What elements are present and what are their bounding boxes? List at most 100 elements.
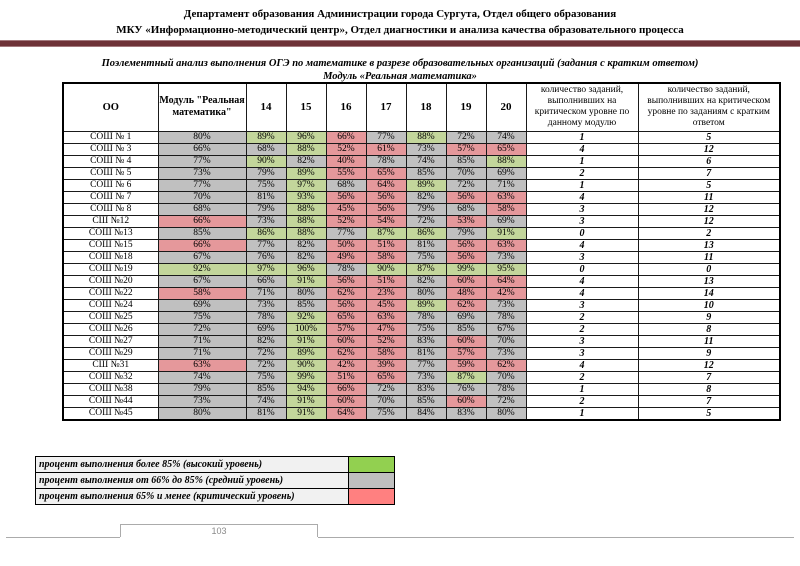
critical-count-by-module-cell: 4 xyxy=(525,142,639,156)
critical-count-by-short-answer-cell: 6 xyxy=(637,154,781,168)
task-17-percent-cell: 75% xyxy=(365,406,407,420)
module-percent-cell: 72% xyxy=(157,322,247,336)
task-17-percent-cell: 56% xyxy=(365,202,407,216)
table-row: СОШ №25 75% 78% 92% 65% 63% 78% 69% 78% 2 9 xyxy=(62,310,781,324)
critical-count-by-module-cell: 1 xyxy=(525,130,639,144)
task-15-percent-cell: 96% xyxy=(285,130,327,144)
task-15-percent-cell: 80% xyxy=(285,286,327,300)
task-19-percent-cell: 70% xyxy=(445,166,487,180)
critical-count-by-short-answer-cell: 7 xyxy=(637,370,781,384)
critical-count-by-module-cell: 1 xyxy=(525,406,639,420)
column-header-task-18: 18 xyxy=(405,82,447,132)
task-18-percent-cell: 83% xyxy=(405,334,447,348)
critical-count-by-module-cell: 2 xyxy=(525,370,639,384)
task-18-percent-cell: 88% xyxy=(405,130,447,144)
table-row: СОШ №27 71% 82% 91% 60% 52% 83% 60% 70% 3 11 xyxy=(62,334,781,348)
table-row: СОШ №26 72% 69% 100% 57% 47% 75% 85% 67% 2 8 xyxy=(62,322,781,336)
task-16-percent-cell: 56% xyxy=(325,298,367,312)
task-19-percent-cell: 99% xyxy=(445,262,487,276)
table-row: СОШ №44 73% 74% 91% 60% 70% 85% 60% 72% 2 7 xyxy=(62,394,781,408)
legend-row: процент выполнения более 85% (высокий ур… xyxy=(36,457,394,473)
table-row: СОШ №19 92% 97% 96% 78% 90% 87% 99% 95% 0 0 xyxy=(62,262,781,276)
legend-label: процент выполнения более 85% (высокий ур… xyxy=(36,457,349,472)
task-20-percent-cell: 67% xyxy=(485,322,527,336)
header-divider-rule xyxy=(0,40,800,47)
module-percent-cell: 70% xyxy=(157,190,247,204)
column-header-task-16: 16 xyxy=(325,82,367,132)
module-percent-cell: 66% xyxy=(157,238,247,252)
module-percent-cell: 73% xyxy=(157,166,247,180)
critical-count-by-short-answer-cell: 12 xyxy=(637,142,781,156)
task-18-percent-cell: 78% xyxy=(405,310,447,324)
school-name-cell: СОШ № 4 xyxy=(62,154,159,168)
critical-count-by-short-answer-cell: 2 xyxy=(637,226,781,240)
task-20-percent-cell: 63% xyxy=(485,238,527,252)
task-15-percent-cell: 88% xyxy=(285,142,327,156)
task-18-percent-cell: 81% xyxy=(405,346,447,360)
task-15-percent-cell: 90% xyxy=(285,358,327,372)
task-15-percent-cell: 88% xyxy=(285,226,327,240)
task-18-percent-cell: 82% xyxy=(405,190,447,204)
module-percent-cell: 92% xyxy=(157,262,247,276)
legend-label: процент выполнения 65% и менее (критичес… xyxy=(36,489,349,504)
task-18-percent-cell: 81% xyxy=(405,238,447,252)
school-name-cell: СОШ №19 xyxy=(62,262,159,276)
task-19-percent-cell: 48% xyxy=(445,286,487,300)
task-18-percent-cell: 89% xyxy=(405,298,447,312)
level-legend: процент выполнения более 85% (высокий ур… xyxy=(35,456,395,505)
school-name-cell: СОШ № 8 xyxy=(62,202,159,216)
critical-count-by-module-cell: 4 xyxy=(525,286,639,300)
task-16-percent-cell: 56% xyxy=(325,190,367,204)
task-20-percent-cell: 80% xyxy=(485,406,527,420)
task-19-percent-cell: 57% xyxy=(445,346,487,360)
school-name-cell: СОШ №26 xyxy=(62,322,159,336)
task-14-percent-cell: 76% xyxy=(245,250,287,264)
task-20-percent-cell: 58% xyxy=(485,202,527,216)
task-16-percent-cell: 60% xyxy=(325,334,367,348)
task-17-percent-cell: 47% xyxy=(365,322,407,336)
document-header: Департамент образования Администрации го… xyxy=(0,6,800,38)
task-20-percent-cell: 42% xyxy=(485,286,527,300)
report-title-line1: Поэлементный анализ выполнения ОГЭ по ма… xyxy=(101,58,699,69)
school-name-cell: СОШ №25 xyxy=(62,310,159,324)
task-17-percent-cell: 23% xyxy=(365,286,407,300)
critical-count-by-short-answer-cell: 7 xyxy=(637,166,781,180)
task-15-percent-cell: 91% xyxy=(285,394,327,408)
task-14-percent-cell: 89% xyxy=(245,130,287,144)
table-row: СОШ № 7 70% 81% 93% 56% 56% 82% 56% 63% 4 11 xyxy=(62,190,781,204)
school-name-cell: СОШ №29 xyxy=(62,346,159,360)
critical-count-by-module-cell: 2 xyxy=(525,394,639,408)
critical-count-by-module-cell: 4 xyxy=(525,238,639,252)
task-18-percent-cell: 73% xyxy=(405,142,447,156)
task-16-percent-cell: 52% xyxy=(325,142,367,156)
module-percent-cell: 69% xyxy=(157,298,247,312)
critical-count-by-short-answer-cell: 0 xyxy=(637,262,781,276)
task-19-percent-cell: 57% xyxy=(445,142,487,156)
school-name-cell: СШ №31 xyxy=(62,358,159,372)
module-percent-cell: 71% xyxy=(157,346,247,360)
column-header-critical-by-module: количество заданий, выполнивших на крити… xyxy=(525,82,639,132)
task-15-percent-cell: 82% xyxy=(285,250,327,264)
module-percent-cell: 63% xyxy=(157,358,247,372)
task-14-percent-cell: 75% xyxy=(245,178,287,192)
task-18-percent-cell: 80% xyxy=(405,286,447,300)
column-header-oo: ОО xyxy=(62,82,159,132)
task-15-percent-cell: 85% xyxy=(285,298,327,312)
task-19-percent-cell: 60% xyxy=(445,274,487,288)
task-16-percent-cell: 64% xyxy=(325,406,367,420)
critical-count-by-short-answer-cell: 11 xyxy=(637,190,781,204)
task-14-percent-cell: 77% xyxy=(245,238,287,252)
task-15-percent-cell: 82% xyxy=(285,238,327,252)
critical-count-by-module-cell: 4 xyxy=(525,358,639,372)
legend-color-swatch xyxy=(349,457,394,472)
task-15-percent-cell: 94% xyxy=(285,382,327,396)
task-20-percent-cell: 70% xyxy=(485,370,527,384)
task-19-percent-cell: 56% xyxy=(445,250,487,264)
module-percent-cell: 77% xyxy=(157,154,247,168)
analysis-table-body: СОШ № 1 80% 89% 96% 66% 77% 88% 72% 74% 1 5 СОШ № 3… xyxy=(62,130,781,420)
task-16-percent-cell: 68% xyxy=(325,178,367,192)
task-20-percent-cell: 74% xyxy=(485,130,527,144)
column-header-task-14: 14 xyxy=(245,82,287,132)
task-19-percent-cell: 83% xyxy=(445,406,487,420)
